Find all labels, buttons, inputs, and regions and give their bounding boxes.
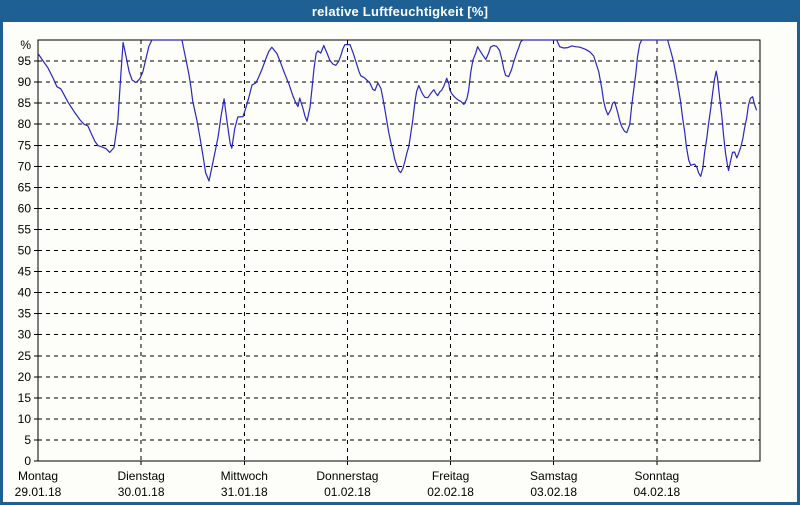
x-day-label: Mittwoch — [221, 469, 268, 483]
window-title: relative Luftfeuchtigkeit [%] — [311, 3, 489, 19]
y-tick-label: 40 — [18, 286, 32, 300]
x-day-label: Donnerstag — [316, 469, 378, 483]
y-tick-label: 50 — [18, 244, 32, 258]
humidity-chart: 0 5 10 15 20 25 30 35 40 45 50 55 60 65 70 75 80 85 90 95% M… — [15, 38, 761, 499]
y-tick-label: 10 — [18, 412, 32, 426]
y-tick-label: 30 — [18, 328, 32, 342]
x-day-label: Samstag — [530, 469, 577, 483]
humidity-line — [37, 39, 758, 182]
y-tick-label: 65 — [18, 180, 32, 194]
plot-border — [37, 39, 761, 462]
y-tick-label: 60 — [18, 201, 32, 215]
x-date-label: 30.01.18 — [118, 485, 165, 497]
y-axis-unit-label: % — [20, 38, 31, 52]
x-day-label: Dienstag — [117, 469, 164, 483]
x-day-label: Freitag — [432, 469, 469, 483]
y-tick-label: 45 — [18, 265, 32, 279]
x-day-label: Sonntag — [634, 469, 679, 483]
y-tick-label: 55 — [18, 222, 32, 236]
y-tick-label: 35 — [18, 307, 32, 321]
x-date-label: 01.02.18 — [324, 485, 371, 497]
y-tick-label: 20 — [18, 370, 32, 384]
y-tick-label: 15 — [18, 391, 32, 405]
y-tick-label: 5 — [24, 433, 31, 447]
x-date-label: 04.02.18 — [633, 485, 680, 497]
x-day-label: Montag — [18, 469, 58, 483]
y-tick-label: 75 — [18, 138, 32, 152]
x-date-label: 29.01.18 — [15, 485, 62, 497]
y-tick-label: 85 — [18, 96, 32, 110]
title-bar: relative Luftfeuchtigkeit [%] — [0, 0, 800, 22]
y-tick-label: 80 — [18, 117, 32, 131]
y-tick-label: 0 — [24, 454, 31, 468]
y-tick-label: 25 — [18, 349, 32, 363]
x-date-label: 31.01.18 — [221, 485, 268, 497]
x-date-label: 03.02.18 — [530, 485, 577, 497]
y-tick-label: 90 — [18, 75, 32, 89]
chart-area: 0 5 10 15 20 25 30 35 40 45 50 55 60 65 70 75 80 85 90 95% M… — [0, 22, 800, 505]
y-tick-label: 70 — [18, 159, 32, 173]
y-tick-label: 95 — [18, 54, 32, 68]
x-date-label: 02.02.18 — [427, 485, 474, 497]
